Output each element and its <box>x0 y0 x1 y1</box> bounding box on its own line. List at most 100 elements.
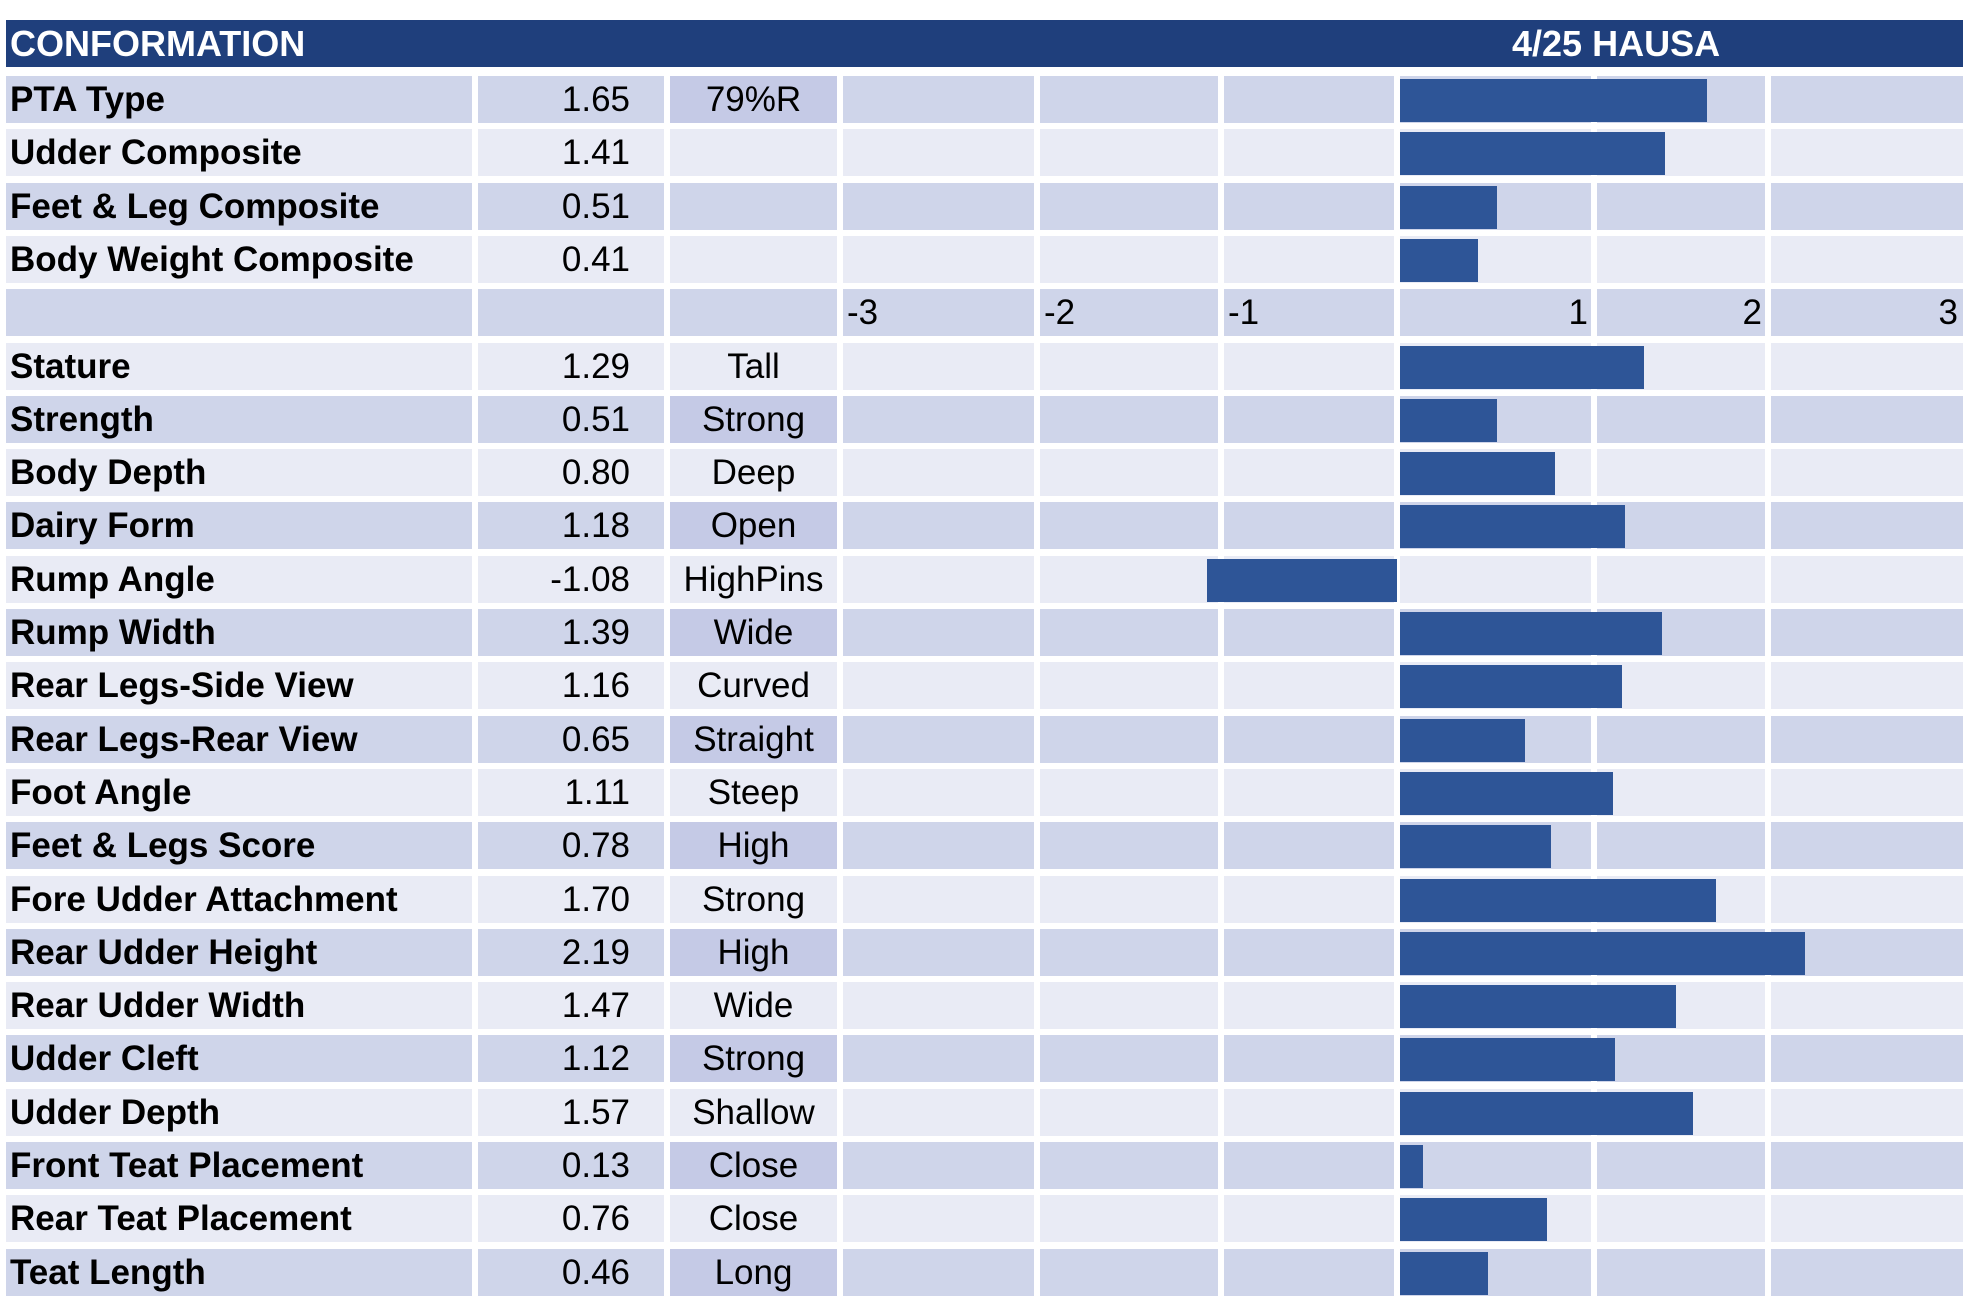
header-bar: CONFORMATION 4/25 HAUSA <box>6 20 1963 67</box>
grid-cell <box>670 449 837 497</box>
grid-cell <box>478 609 664 656</box>
grid-cell <box>1224 395 1394 443</box>
axis-tick-label: 3 <box>1938 293 1958 333</box>
trait-label: Body Depth <box>10 453 207 493</box>
bar-udder-composite <box>1400 132 1666 176</box>
trait-label: Foot Angle <box>10 772 192 812</box>
grid-cell <box>1771 235 1963 283</box>
grid-cell <box>1224 822 1394 870</box>
grid-cell <box>1771 1248 1963 1296</box>
grid-cell <box>1224 1088 1394 1136</box>
grid-cell <box>1224 875 1394 923</box>
pta-value: 1.47 <box>561 986 630 1026</box>
grid-cell <box>1224 502 1394 550</box>
grid-cell <box>1224 609 1394 656</box>
axis-tick-label: 1 <box>1568 293 1588 333</box>
grid-cell <box>1224 768 1394 816</box>
grid-cell <box>1771 1142 1963 1189</box>
grid-cell <box>478 182 664 230</box>
grid-cell <box>6 609 472 656</box>
trait-descriptor: Strong <box>701 879 806 919</box>
axis-tick-label: -2 <box>1044 293 1076 333</box>
trait-label: Udder Depth <box>10 1092 220 1132</box>
axis-tick-label: -1 <box>1228 293 1260 333</box>
bar-rear-udder-height <box>1400 931 1806 975</box>
grid-cell <box>1224 449 1394 497</box>
grid-cell <box>843 609 1034 656</box>
grid-cell <box>6 662 472 710</box>
grid-cell <box>1040 609 1218 656</box>
grid-cell <box>478 1195 664 1243</box>
grid-cell <box>1597 1142 1765 1189</box>
grid-cell <box>1040 822 1218 870</box>
pta-value: 1.57 <box>561 1092 630 1132</box>
trait-label: Rear Udder Width <box>10 986 306 1026</box>
trait-label: Rear Teat Placement <box>10 1199 352 1239</box>
grid-cell <box>478 449 664 497</box>
pta-value: 2.19 <box>561 932 630 972</box>
grid-cell <box>1597 1248 1765 1296</box>
grid-cell <box>478 662 664 710</box>
grid-cell <box>1040 715 1218 763</box>
trait-descriptor: Close <box>708 1146 799 1185</box>
grid-cell <box>1771 1195 1963 1243</box>
bar-udder-depth <box>1400 1091 1694 1135</box>
grid-cell <box>1040 449 1218 497</box>
grid-cell <box>670 1142 837 1189</box>
grid-cell <box>1771 129 1963 177</box>
grid-cell <box>843 822 1034 870</box>
axis-tick-label: 2 <box>1742 293 1762 333</box>
bar-teat-length <box>1400 1251 1488 1295</box>
bar-rear-teat-placement <box>1400 1198 1547 1242</box>
grid-cell <box>843 289 1034 337</box>
reliability-label: 79%R <box>705 80 802 119</box>
pta-value: 1.65 <box>561 80 630 119</box>
trait-label: Teat Length <box>10 1252 206 1292</box>
grid-cell <box>843 1035 1034 1083</box>
grid-cell <box>1040 1142 1218 1189</box>
grid-cell <box>6 342 472 390</box>
pta-value: -1.08 <box>550 559 630 599</box>
bar-feet-legs-score <box>1400 825 1551 869</box>
bar-udder-cleft <box>1400 1038 1615 1082</box>
grid-cell <box>6 129 472 177</box>
grid-cell <box>6 555 472 603</box>
pta-value: 1.39 <box>561 613 630 652</box>
grid-cell <box>478 875 664 923</box>
grid-cell <box>670 129 837 177</box>
grid-cell <box>1400 555 1591 603</box>
grid-cell <box>843 982 1034 1030</box>
pta-value: 1.29 <box>561 346 630 386</box>
grid-cell <box>6 235 472 283</box>
bar-stature <box>1400 345 1645 389</box>
summary-label: PTA Type <box>10 80 165 119</box>
grid-cell <box>1771 1035 1963 1083</box>
grid-cell <box>1771 715 1963 763</box>
reliability-label <box>670 183 837 230</box>
grid-cell <box>843 768 1034 816</box>
trait-label: Rump Angle <box>10 559 215 599</box>
grid-cell <box>6 982 472 1030</box>
grid-cell <box>670 395 837 443</box>
grid-cell <box>670 875 837 923</box>
trait-descriptor: High <box>717 826 790 866</box>
grid-cell <box>670 715 837 763</box>
grid-cell <box>6 1035 472 1083</box>
grid-cell <box>1597 1195 1765 1243</box>
trait-label: Strength <box>10 399 154 439</box>
grid-cell <box>843 235 1034 283</box>
grid-cell <box>1040 342 1218 390</box>
grid-cell <box>1771 1088 1963 1136</box>
grid-cell <box>670 76 837 123</box>
grid-cell <box>1224 1195 1394 1243</box>
grid-cell <box>670 1035 837 1083</box>
trait-descriptor: Shallow <box>692 1092 815 1132</box>
grid-cell <box>6 395 472 443</box>
grid-cell <box>1597 822 1765 870</box>
grid-cell <box>1771 875 1963 923</box>
trait-descriptor: HighPins <box>683 559 824 599</box>
grid-cell <box>843 875 1034 923</box>
pta-value: 1.18 <box>561 506 630 546</box>
grid-cell <box>1040 875 1218 923</box>
grid-cell <box>670 289 837 337</box>
